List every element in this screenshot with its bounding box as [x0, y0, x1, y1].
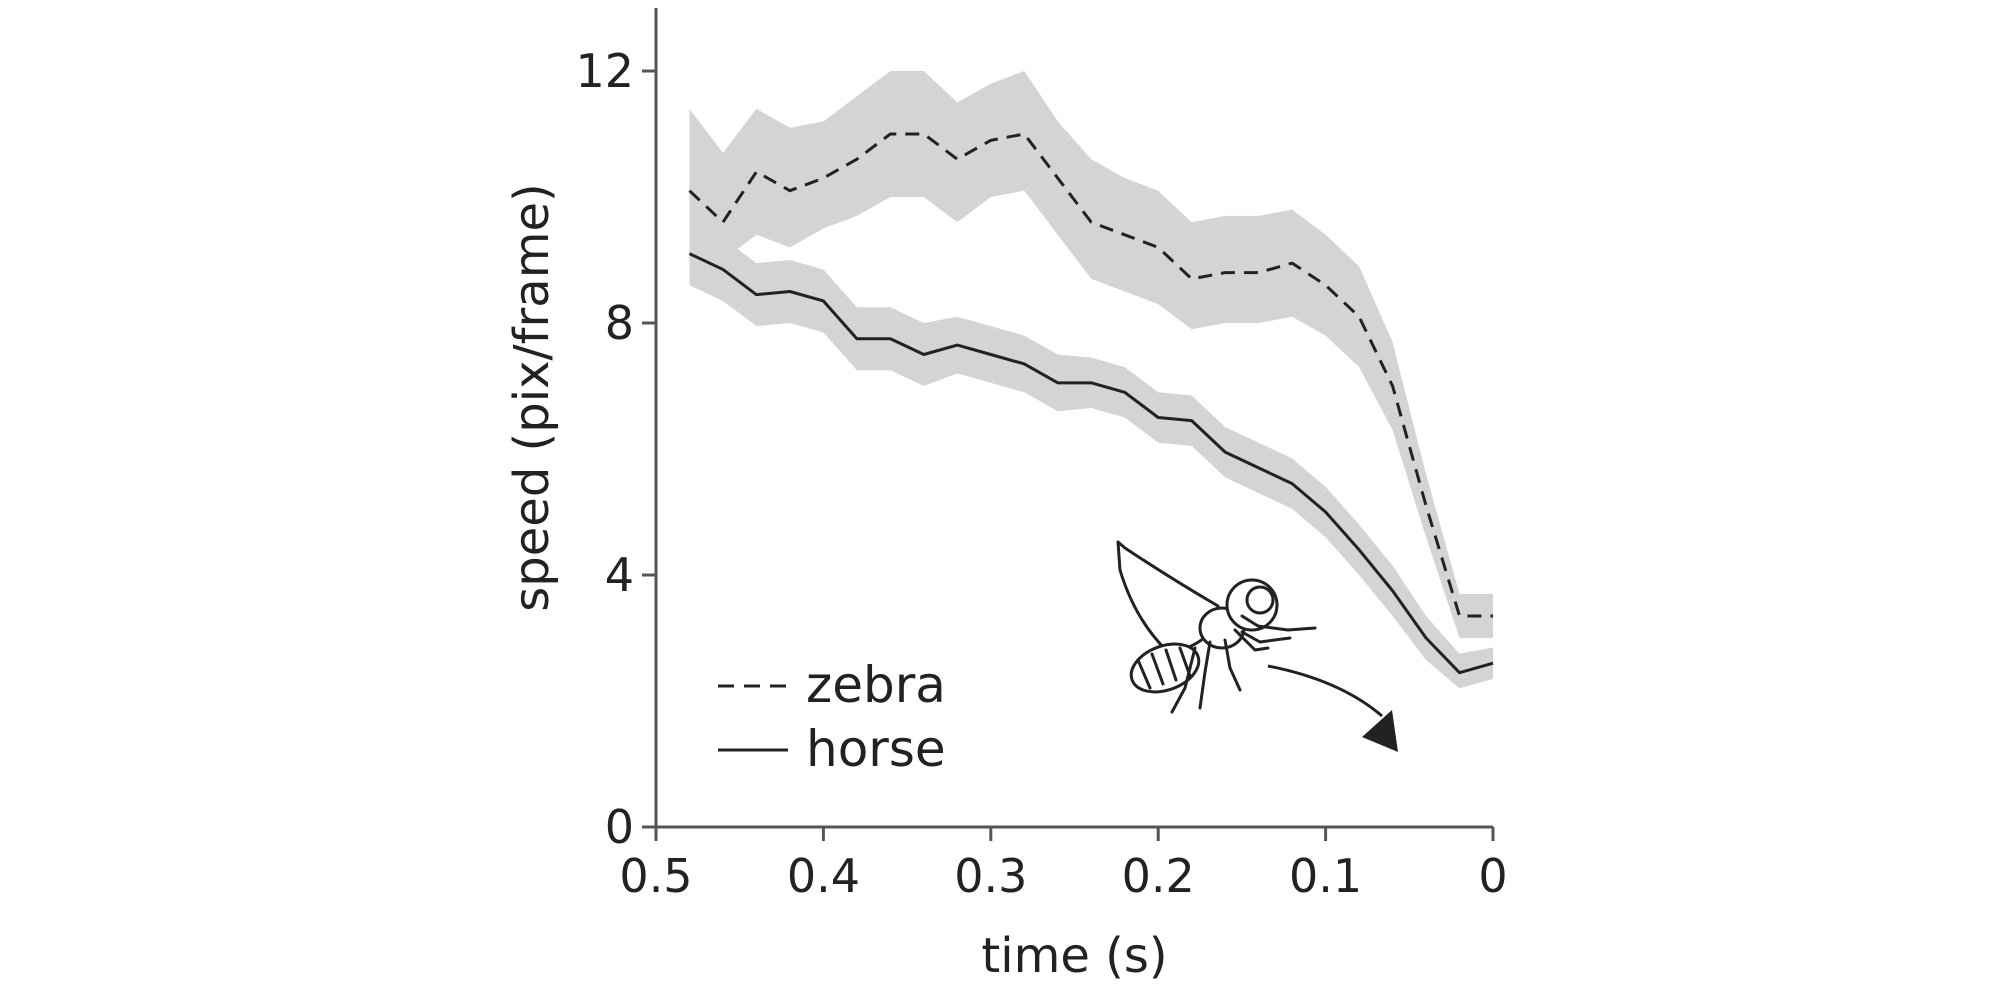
x-tick-label: 0.4 [787, 849, 860, 903]
x-axis-label: time (s) [981, 928, 1167, 984]
x-tick-label: 0.3 [954, 849, 1027, 903]
y-tick-label: 8 [605, 296, 634, 350]
band-horse [689, 222, 1493, 689]
y-tick-label: 12 [575, 44, 634, 98]
flight-arrow-icon [1267, 664, 1398, 752]
x-tick-label: 0.2 [1122, 849, 1195, 903]
y-ticks: 0 4 8 12 [575, 44, 656, 854]
band-zebra [689, 71, 1493, 638]
x-tick-label: 0.1 [1289, 849, 1362, 903]
y-axis-label: speed (pix/frame) [504, 183, 560, 611]
line-horse [688, 252, 1494, 675]
fly-icon [1116, 540, 1317, 714]
x-tick-label: 0 [1478, 849, 1507, 903]
series-lines [688, 132, 1494, 675]
legend: zebra horse [718, 656, 946, 778]
axes [654, 8, 1493, 829]
y-tick-label: 0 [605, 800, 634, 854]
line-zebra [688, 132, 1493, 618]
confidence-bands [689, 71, 1493, 689]
x-tick-label: 0.5 [619, 849, 692, 903]
legend-zebra-label: zebra [806, 656, 946, 714]
y-tick-label: 4 [605, 548, 634, 602]
x-ticks: 0.5 0.4 0.3 0.2 0.1 0 [619, 827, 1508, 903]
legend-horse-label: horse [806, 720, 946, 778]
